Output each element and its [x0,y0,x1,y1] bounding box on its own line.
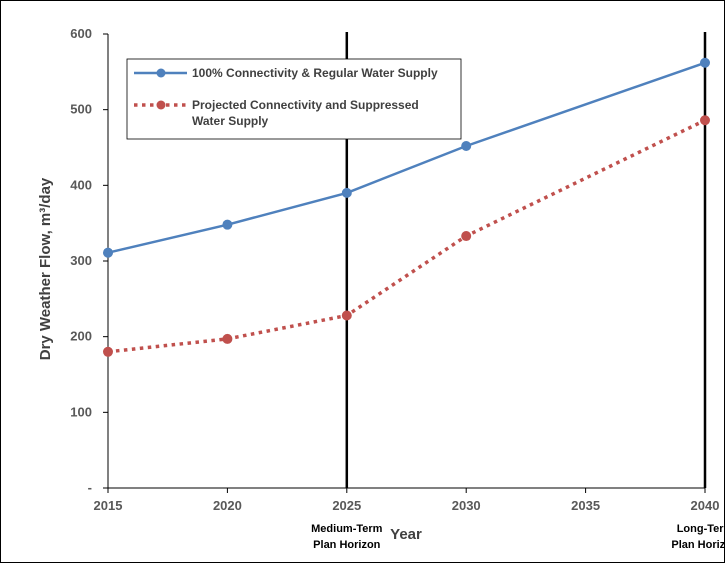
y-tick-label: 500 [70,102,92,117]
data-point [700,57,710,68]
y-tick-label: 600 [70,26,92,41]
x-tick-label: 2025 [332,498,361,513]
y-axis-title: Dry Weather Flow, m³/day [37,177,54,360]
x-axis-title: Year [390,526,422,543]
legend: 100% Connectivity & Regular Water Supply… [126,58,462,140]
data-point [222,333,233,344]
x-tick-label: 2030 [452,498,481,513]
y-tick-label: - [88,480,92,495]
data-point [461,140,472,151]
legend-label-series-2: Projected Connectivity and Suppressed Wat… [192,98,419,128]
data-point [700,115,710,126]
data-point [103,346,113,357]
legend-marker-series-1 [156,68,166,78]
legend-label-series-1: 100% Connectivity & Regular Water Supply [192,66,438,80]
plan-horizon-label: Plan Horizon [671,539,725,551]
data-point [341,187,352,198]
plan-horizon-label: Plan Horizon [313,539,381,551]
legend-marker-series-2 [156,100,166,110]
data-point [461,231,472,242]
y-tick-label: 300 [70,253,92,268]
x-tick-label: 2020 [213,498,242,513]
y-tick-label: 200 [70,329,92,344]
data-point [341,310,352,321]
x-tick-label: 2035 [571,498,600,513]
x-tick-label: 2015 [94,498,123,513]
y-tick-label: 400 [70,177,92,192]
data-point [103,247,113,258]
y-tick-label: 100 [70,404,92,419]
data-point [222,219,233,230]
series-line-2 [107,118,706,354]
plan-horizon-label: Long-Term [677,523,725,535]
plan-horizon-label: Medium-Term [311,523,383,535]
x-tick-label: 2040 [691,498,720,513]
